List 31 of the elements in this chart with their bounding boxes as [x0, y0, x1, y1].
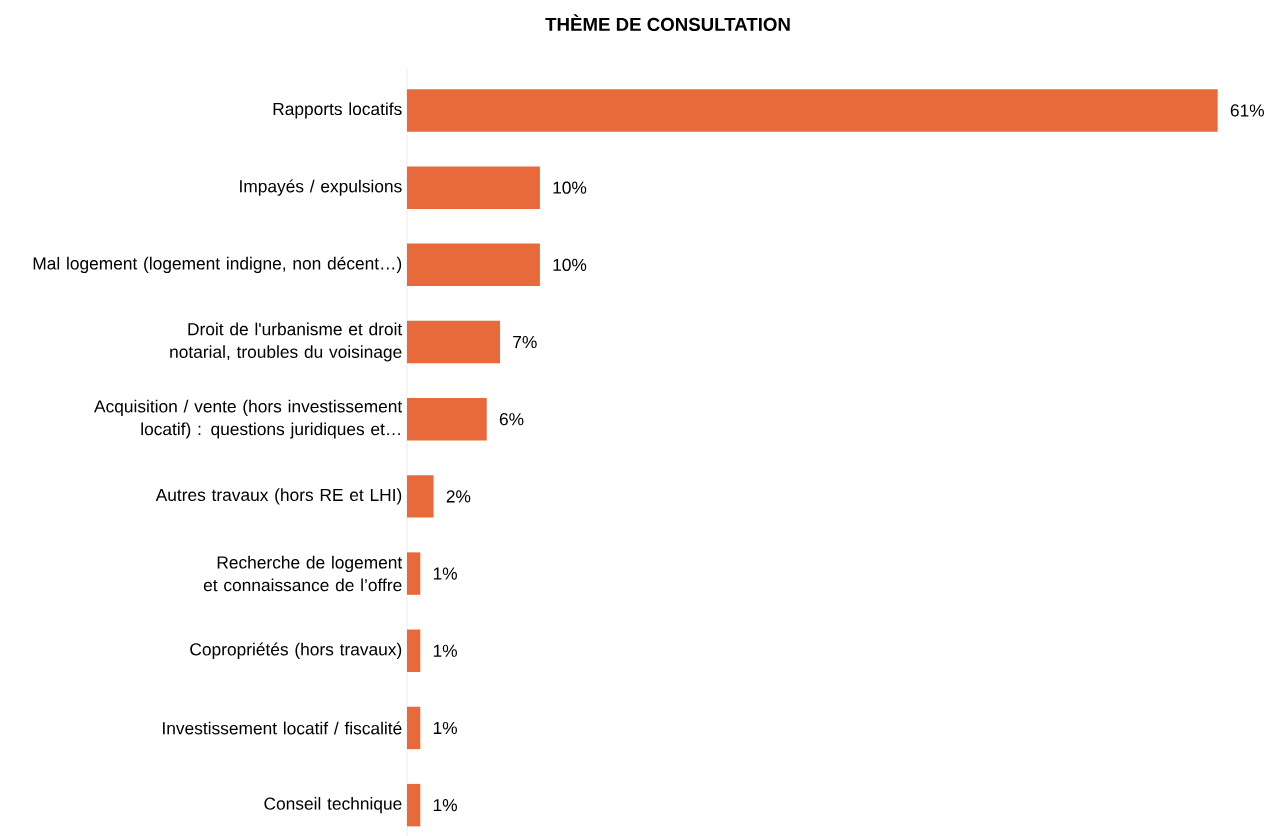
y-tick-label: Mal logement (logement indigne, non décent…): [33, 256, 402, 273]
data-label: 7%: [513, 335, 537, 348]
y-tick-label: Impayés / expulsions: [240, 179, 402, 196]
y-tick-label: Conseil technique: [264, 796, 402, 814]
bar: [407, 166, 540, 209]
bar: [407, 475, 434, 518]
y-tick-label: Rapports locatifs: [273, 102, 402, 119]
bar: [407, 783, 421, 827]
y-tick-label: Recherche de logement et connaissance de l’offre: [203, 555, 403, 592]
bar: [407, 706, 421, 750]
y-tick-label: Investissement locatif / fiscalité: [163, 721, 402, 735]
y-tick-label: Droit de l'urbanisme et droit notarial, troubles du voisinage: [170, 322, 403, 362]
bar: [407, 243, 540, 286]
bar: [407, 629, 421, 672]
data-label: 6%: [499, 412, 524, 426]
bar: [407, 397, 487, 441]
data-label: 10%: [553, 181, 587, 194]
y-tick-label: Autres travaux (hors RE et LHI): [155, 488, 402, 505]
data-label: 2%: [446, 490, 471, 503]
data-label: 61%: [1230, 104, 1265, 117]
y-tick-label: Acquisition / vente (hors investissement locatif) : questions juridiques et…: [94, 399, 403, 439]
data-label: 10%: [553, 258, 587, 271]
bar: [407, 552, 421, 595]
chart-title: THÈME DE CONSULTATION: [545, 14, 790, 31]
bar: [407, 89, 1218, 132]
y-tick-label: Copropriétés (hors travaux): [190, 642, 402, 659]
data-label: 1%: [433, 798, 457, 812]
bar: [407, 320, 501, 364]
data-label: 1%: [433, 567, 457, 580]
data-label: 1%: [433, 721, 457, 734]
data-label: 1%: [433, 644, 457, 657]
